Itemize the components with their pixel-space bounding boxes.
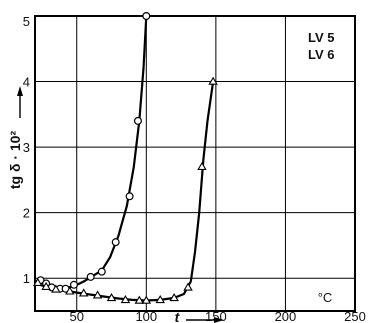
data-point-lv6 bbox=[92, 290, 103, 299]
data-point-lv5 bbox=[69, 280, 78, 289]
data-point-lv5 bbox=[86, 272, 95, 281]
legend-entry-lv5: LV 5 bbox=[308, 30, 335, 45]
y-axis-label: tg δ · 10² bbox=[7, 131, 23, 190]
data-point-lv6 bbox=[106, 293, 117, 302]
y-axis-arrowhead bbox=[17, 86, 23, 96]
data-point-lv6 bbox=[120, 294, 131, 304]
y-tick-label: 4 bbox=[23, 75, 30, 90]
legend-entry-lv6: LV 6 bbox=[308, 47, 335, 62]
data-point-lv6 bbox=[197, 161, 207, 170]
data-point-lv5 bbox=[133, 116, 142, 125]
data-point-lv6 bbox=[169, 293, 179, 302]
x-tick-label: 50 bbox=[70, 309, 84, 323]
data-point-lv6 bbox=[41, 281, 51, 290]
plot-frame bbox=[34, 15, 356, 312]
y-tick-label: 3 bbox=[23, 140, 30, 155]
data-point-lv5 bbox=[111, 238, 120, 247]
x-axis-label: t bbox=[175, 309, 181, 323]
x-tick-label: 250 bbox=[344, 309, 366, 323]
markers bbox=[33, 12, 218, 304]
data-point-lv6 bbox=[155, 294, 165, 304]
x-axis-arrowhead bbox=[214, 317, 224, 323]
curves bbox=[34, 15, 215, 302]
data-point-lv6 bbox=[208, 76, 218, 85]
x-axis-unit: °C bbox=[318, 290, 333, 305]
series-line-lv5 bbox=[34, 15, 148, 290]
data-point-lv6 bbox=[65, 286, 75, 295]
data-point-lv6 bbox=[78, 288, 89, 297]
grid bbox=[35, 16, 355, 311]
x-tick-label: 200 bbox=[275, 309, 297, 323]
y-tick-label: 1 bbox=[23, 271, 30, 286]
data-point-lv6 bbox=[51, 284, 61, 293]
data-point-lv6 bbox=[134, 295, 145, 304]
data-point-lv6 bbox=[33, 277, 43, 287]
y-tick-label: 5 bbox=[23, 14, 30, 29]
data-point-lv5 bbox=[142, 12, 151, 21]
data-point-lv6 bbox=[141, 295, 152, 304]
y-tick-label: 2 bbox=[23, 206, 30, 221]
data-point-lv5 bbox=[125, 192, 134, 201]
data-point-lv5 bbox=[97, 267, 106, 276]
data-point-lv6 bbox=[183, 282, 193, 291]
x-tick-label: 100 bbox=[135, 309, 157, 323]
series-line-lv6 bbox=[34, 81, 215, 302]
